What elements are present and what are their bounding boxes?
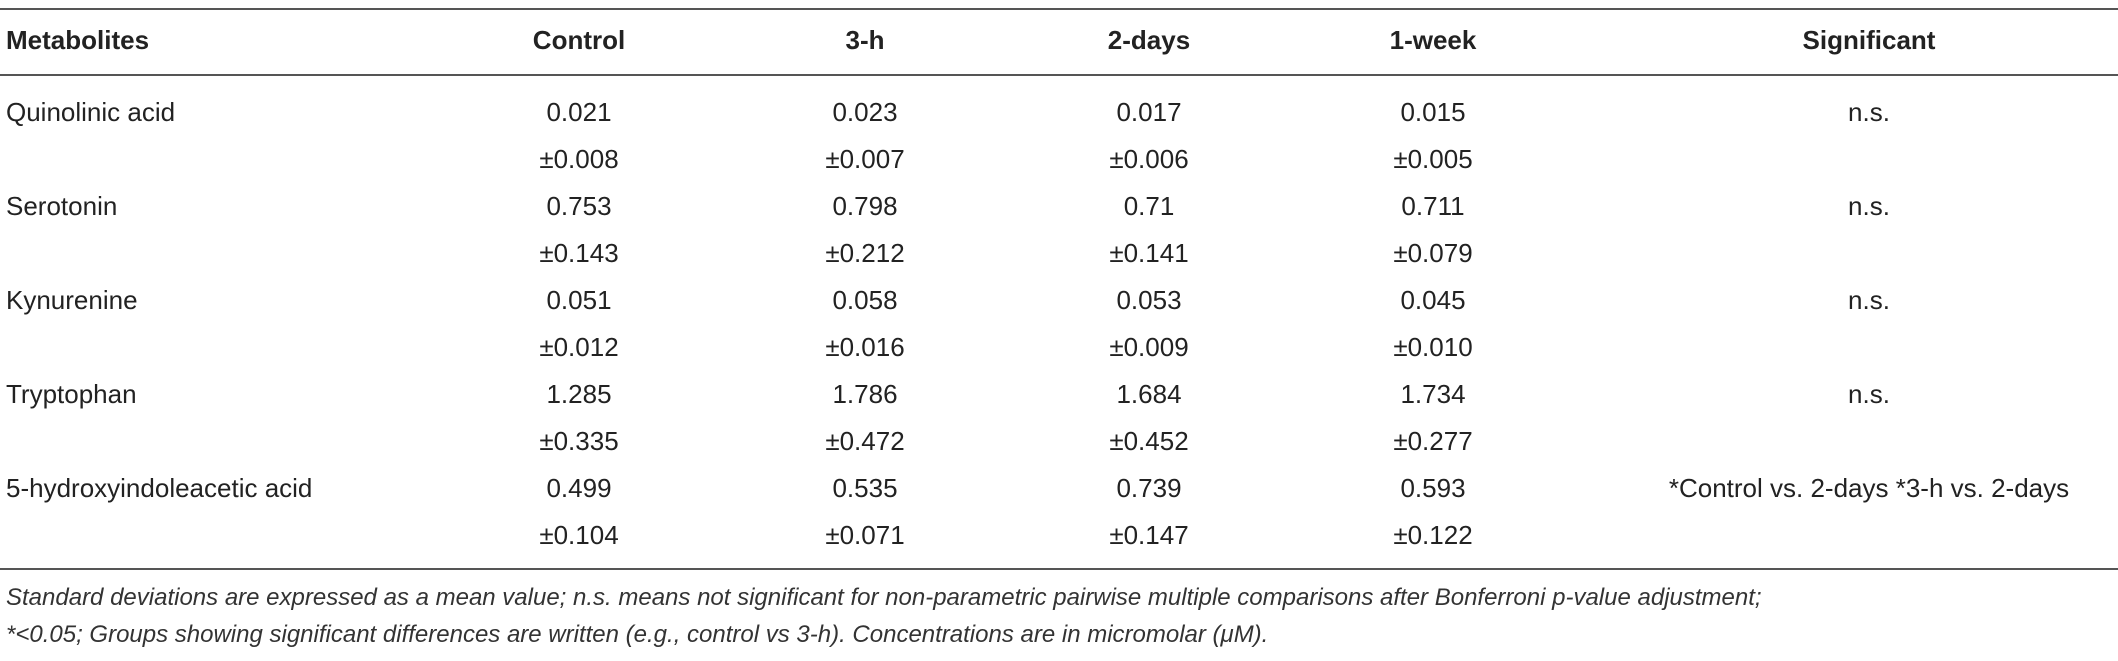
1week-sd: ±0.122 xyxy=(1393,520,1473,550)
control-mean: 0.021 xyxy=(546,97,612,127)
footnote-line-1: Standard deviations are expressed as a m… xyxy=(6,584,1762,611)
3h-mean: 0.535 xyxy=(832,473,898,503)
control-mean: 0.499 xyxy=(546,473,612,503)
significance: n.s. xyxy=(1848,379,1890,409)
significance: n.s. xyxy=(1848,285,1890,315)
control-mean: 0.051 xyxy=(546,285,612,315)
control-mean: 1.285 xyxy=(546,379,612,409)
control-sd: ±0.335 xyxy=(539,426,619,456)
2days-sd: ±0.009 xyxy=(1109,332,1189,362)
2days-sd: ±0.141 xyxy=(1109,238,1189,268)
header-control: Control xyxy=(532,25,626,55)
control-sd: ±0.104 xyxy=(539,520,619,550)
header-significant: Significant xyxy=(1802,25,1936,55)
2days-sd: ±0.452 xyxy=(1109,426,1189,456)
header-metabolites: Metabolites xyxy=(6,25,150,55)
1week-mean: 1.734 xyxy=(1400,379,1466,409)
3h-sd: ±0.212 xyxy=(825,238,905,268)
1week-sd: ±0.079 xyxy=(1393,238,1473,268)
control-sd: ±0.012 xyxy=(539,332,619,362)
2days-mean: 0.71 xyxy=(1123,191,1175,221)
3h-sd: ±0.007 xyxy=(825,144,905,174)
metabolite-name: Tryptophan xyxy=(6,379,137,409)
2days-sd: ±0.006 xyxy=(1109,144,1189,174)
3h-mean: 0.798 xyxy=(832,191,898,221)
3h-mean: 1.786 xyxy=(832,379,898,409)
table-bottom-rule xyxy=(0,568,2118,570)
significance: *Control vs. 2-days *3-h vs. 2-days xyxy=(1668,473,2070,503)
control-sd: ±0.143 xyxy=(539,238,619,268)
1week-mean: 0.593 xyxy=(1400,473,1466,503)
3h-sd: ±0.016 xyxy=(825,332,905,362)
metabolite-name: Kynurenine xyxy=(6,285,138,315)
header-2days: 2-days xyxy=(1107,25,1191,55)
3h-mean: 0.023 xyxy=(832,97,898,127)
control-mean: 0.753 xyxy=(546,191,612,221)
header-1week: 1-week xyxy=(1389,25,1477,55)
2days-mean: 1.684 xyxy=(1116,379,1182,409)
control-sd: ±0.008 xyxy=(539,144,619,174)
2days-mean: 0.739 xyxy=(1116,473,1182,503)
metabolite-name: Serotonin xyxy=(6,191,118,221)
significance: n.s. xyxy=(1848,97,1890,127)
header-bottom-rule xyxy=(0,74,2118,76)
3h-mean: 0.058 xyxy=(832,285,898,315)
3h-sd: ±0.071 xyxy=(825,520,905,550)
1week-sd: ±0.005 xyxy=(1393,144,1473,174)
1week-mean: 0.711 xyxy=(1401,191,1465,221)
metabolite-name: 5-hydroxyindoleacetic acid xyxy=(6,473,313,503)
metabolite-name: Quinolinic acid xyxy=(6,97,176,127)
2days-mean: 0.017 xyxy=(1116,97,1182,127)
1week-sd: ±0.010 xyxy=(1393,332,1473,362)
3h-sd: ±0.472 xyxy=(825,426,905,456)
1week-mean: 0.015 xyxy=(1400,97,1466,127)
significance: n.s. xyxy=(1848,191,1890,221)
2days-sd: ±0.147 xyxy=(1109,520,1189,550)
1week-sd: ±0.277 xyxy=(1393,426,1473,456)
footnote-line-2: *<0.05; Groups showing significant diffe… xyxy=(6,621,1269,648)
table-top-rule xyxy=(0,8,2118,10)
2days-mean: 0.053 xyxy=(1116,285,1182,315)
header-3h: 3-h xyxy=(845,25,885,55)
1week-mean: 0.045 xyxy=(1400,285,1466,315)
